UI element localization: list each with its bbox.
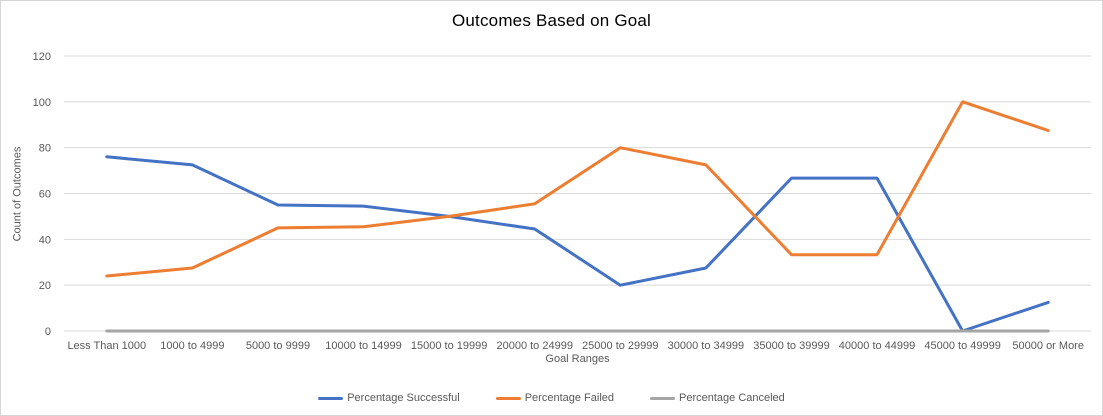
x-tick-label: 20000 to 24999 — [496, 340, 572, 352]
legend-label-canceled: Percentage Canceled — [679, 392, 785, 404]
legend-item-percentage-successful: Percentage Successful — [318, 392, 460, 404]
y-tick-label: 60 — [39, 189, 51, 201]
y-tick-label: 20 — [39, 280, 51, 292]
x-tick-label: 15000 to 19999 — [411, 340, 487, 352]
legend-label-failed: Percentage Failed — [524, 392, 614, 404]
x-tick-label: 30000 to 34999 — [668, 340, 744, 352]
chart-title: Outcomes Based on Goal — [451, 11, 652, 30]
x-tick-label: 5000 to 9999 — [246, 340, 310, 352]
series-line-percentage-failed — [105, 100, 1050, 278]
legend-line-swatch-failed — [495, 396, 521, 400]
x-tick-label: 50000 or More — [1012, 340, 1084, 352]
y-tick-label: 100 — [33, 97, 51, 109]
series-line-percentage-successful — [105, 155, 1050, 333]
x-tick-label: 35000 to 39999 — [753, 340, 829, 352]
legend-item-percentage-failed: Percentage Failed — [495, 392, 614, 404]
y-tick-label: 80 — [39, 143, 51, 155]
legend-label-successful: Percentage Successful — [347, 392, 460, 404]
y-tick-label: 40 — [39, 234, 51, 246]
x-tick-label: 45000 to 49999 — [924, 340, 1000, 352]
x-tick-label: 10000 to 14999 — [325, 340, 401, 352]
x-axis-title: Goal Ranges — [545, 353, 610, 365]
x-tick-label: 1000 to 4999 — [160, 340, 224, 352]
legend-item-percentage-canceled: Percentage Canceled — [650, 392, 785, 404]
y-tick-label: 0 — [45, 326, 51, 338]
legend: Percentage Successful Percentage Failed … — [1, 389, 1102, 407]
legend-line-swatch-successful — [318, 396, 344, 400]
legend-line-swatch-canceled — [650, 396, 675, 400]
x-tick-label: 40000 to 44999 — [839, 340, 915, 352]
y-tick-label: 120 — [33, 51, 51, 63]
x-tick-label: Less Than 1000 — [67, 340, 146, 352]
x-tick-label: 25000 to 29999 — [582, 340, 658, 352]
